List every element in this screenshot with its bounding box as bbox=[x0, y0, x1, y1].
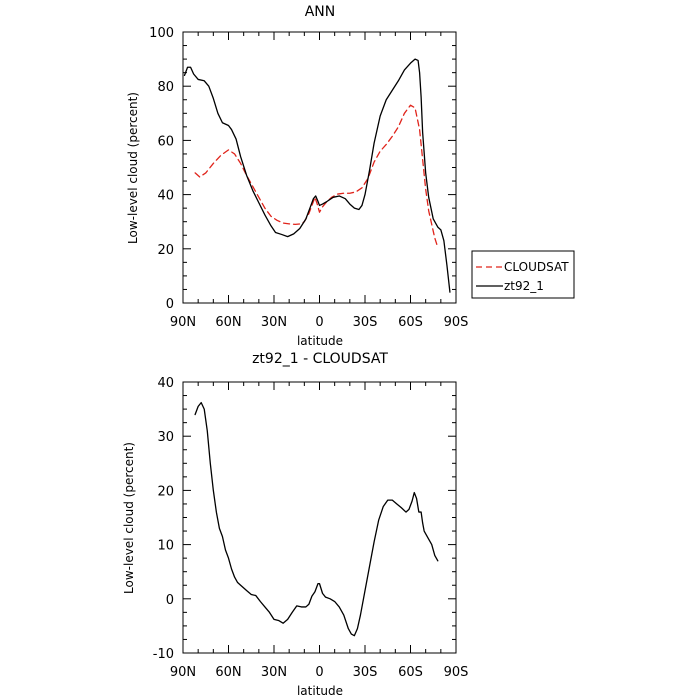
series-line-difference bbox=[194, 401, 439, 637]
x-tick-label: 60S bbox=[398, 665, 423, 680]
chart-title-ann: ANN bbox=[305, 4, 336, 20]
y-tick-label: 30 bbox=[157, 430, 174, 445]
y-tick-label: 100 bbox=[149, 26, 174, 41]
x-tick-label: 0 bbox=[315, 665, 323, 680]
series-line-zt92-1 bbox=[183, 58, 451, 293]
x-tick-label: 60N bbox=[215, 315, 241, 330]
chart-title-difference: zt92_1 - CLOUDSAT bbox=[252, 351, 388, 367]
y-tick-label: 20 bbox=[157, 243, 174, 258]
x-tick-label: 90N bbox=[170, 315, 196, 330]
series-line-cloudsat bbox=[194, 104, 439, 249]
x-tick-label: 30S bbox=[353, 665, 378, 680]
x-tick-label: 30N bbox=[261, 665, 287, 680]
x-axis-label-difference: latitude bbox=[297, 684, 343, 698]
y-tick-label: 0 bbox=[166, 593, 174, 608]
y-tick-label: 40 bbox=[157, 376, 174, 391]
y-axis-label-ann: Low-level cloud (percent) bbox=[126, 92, 140, 244]
y-tick-label: -10 bbox=[153, 647, 174, 662]
y-tick-labels-ann: 0 20 40 60 80 100 bbox=[149, 26, 174, 312]
y-tick-labels-difference: -10 0 10 20 30 40 bbox=[153, 376, 174, 662]
y-axis-label-difference: Low-level cloud (percent) bbox=[122, 442, 136, 594]
x-axis-label-ann: latitude bbox=[297, 334, 343, 348]
legend: CLOUDSAT zt92_1 bbox=[471, 250, 575, 299]
ticks-ann bbox=[182, 31, 457, 304]
x-tick-labels-ann: 90N 60N 30N 0 30S 60S 90S bbox=[170, 315, 469, 330]
x-tick-label: 90S bbox=[444, 665, 469, 680]
x-tick-label: 90S bbox=[444, 315, 469, 330]
x-tick-label: 30S bbox=[353, 315, 378, 330]
plot-frame-difference bbox=[182, 381, 457, 654]
plot-frame-ann bbox=[182, 31, 457, 304]
y-tick-label: 20 bbox=[157, 484, 174, 499]
y-tick-label: 60 bbox=[157, 134, 174, 149]
series-lines-ann bbox=[183, 58, 451, 293]
y-tick-label: 10 bbox=[157, 539, 174, 554]
ticks-difference bbox=[182, 381, 457, 654]
y-tick-label: 40 bbox=[157, 189, 174, 204]
series-lines-difference bbox=[194, 401, 439, 637]
legend-label-cloudsat: CLOUDSAT bbox=[504, 260, 569, 274]
x-tick-label: 60N bbox=[215, 665, 241, 680]
x-tick-label: 90N bbox=[170, 665, 196, 680]
x-tick-label: 60S bbox=[398, 315, 423, 330]
y-tick-label: 80 bbox=[157, 80, 174, 95]
legend-label-zt92: zt92_1 bbox=[504, 279, 544, 293]
x-tick-labels-difference: 90N 60N 30N 0 30S 60S 90S bbox=[170, 665, 469, 680]
legend-box bbox=[471, 250, 575, 299]
x-tick-label: 30N bbox=[261, 315, 287, 330]
x-tick-label: 0 bbox=[315, 315, 323, 330]
panel-ann: ANN 0 20 40 60 80 100 90N 60N 30N 0 30S 60S 90S lat… bbox=[126, 4, 468, 348]
y-tick-label: 0 bbox=[166, 297, 174, 312]
panel-difference: zt92_1 - CLOUDSAT -10 0 10 20 30 40 90N 60N 30N… bbox=[122, 351, 468, 698]
